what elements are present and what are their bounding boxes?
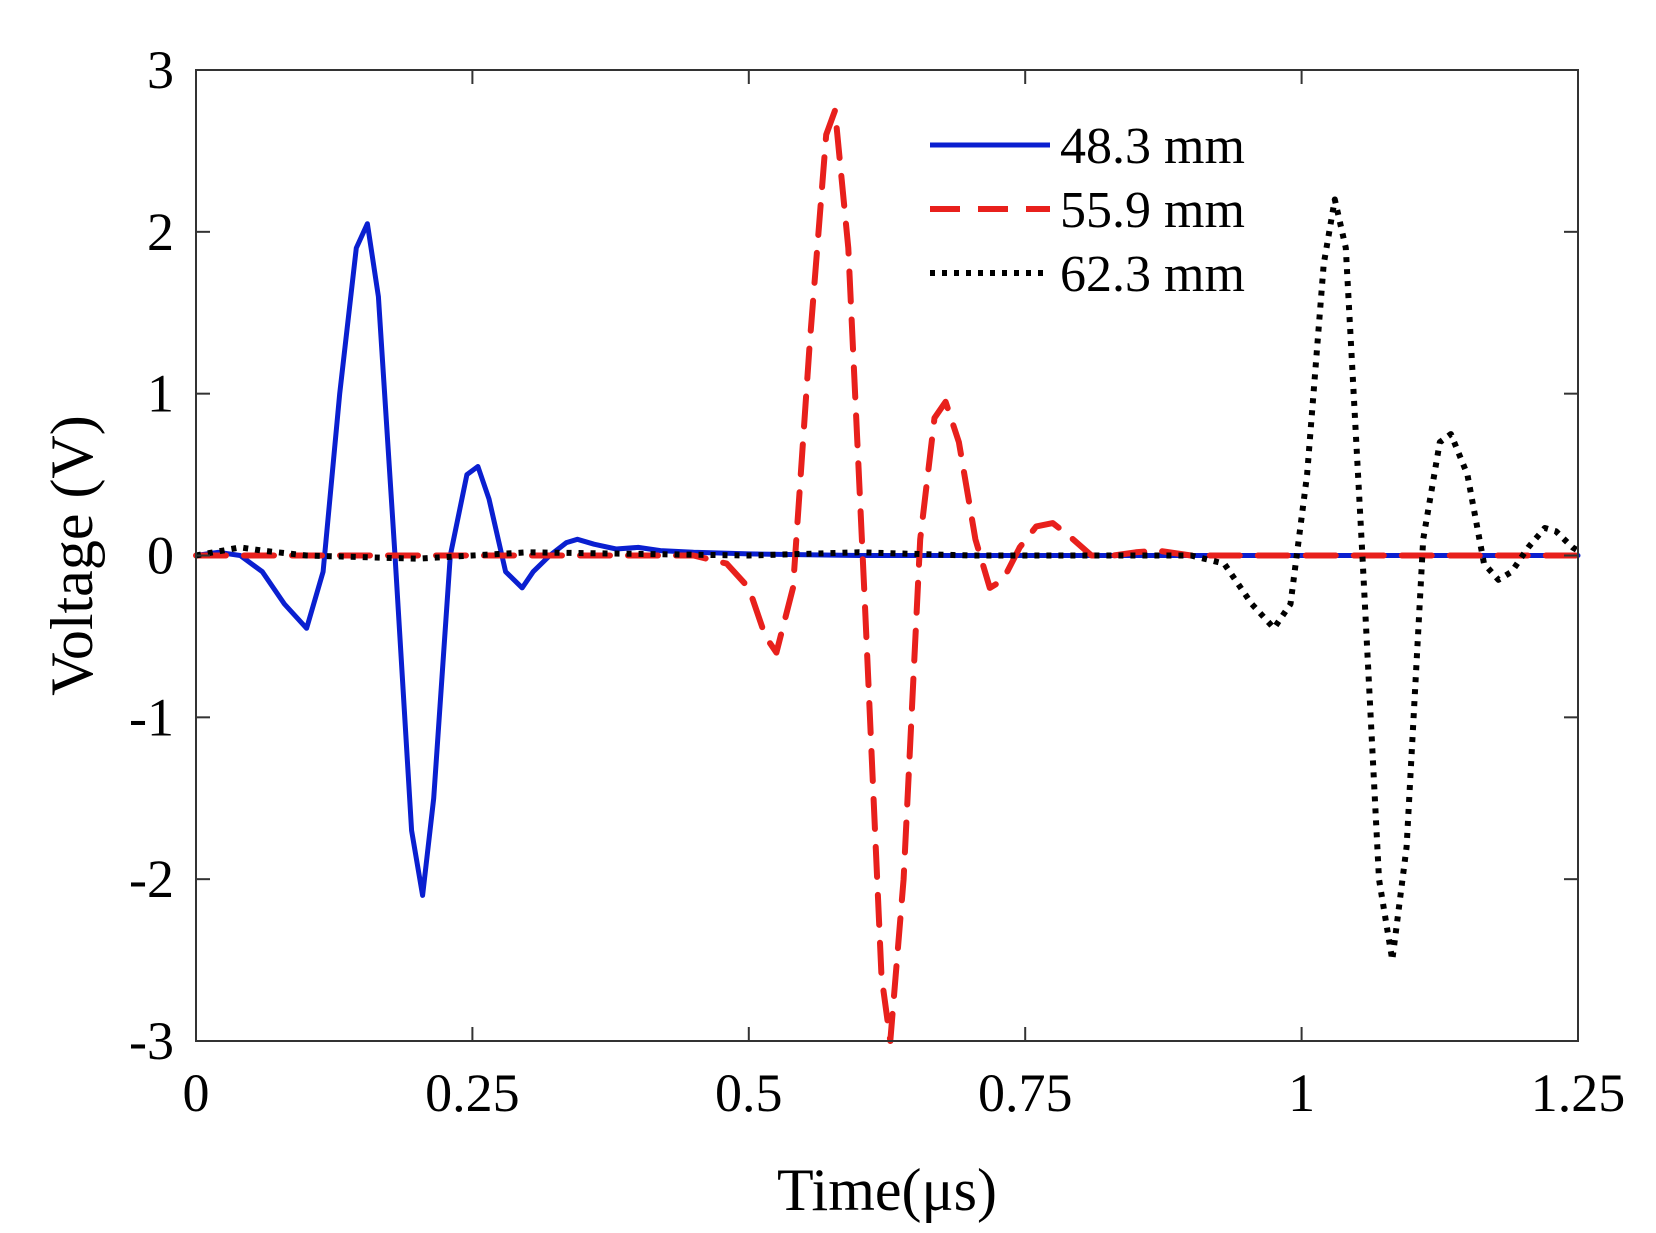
y-tick-label: -3 — [129, 1011, 174, 1071]
y-tick-label: -1 — [129, 687, 174, 747]
legend: 48.3 mm 55.9 mm 62.3 mm — [930, 118, 1245, 303]
y-tick-label: -2 — [129, 849, 174, 909]
x-tick-label: 1 — [1288, 1063, 1315, 1123]
series-line-3 — [195, 196, 1580, 964]
legend-label-1: 48.3 mm — [1060, 118, 1245, 175]
x-tick-label: 0.25 — [425, 1063, 520, 1123]
x-tick-label: 0.75 — [978, 1063, 1073, 1123]
y-tick-label: 2 — [147, 202, 174, 262]
series-line-2 — [193, 107, 1581, 1044]
axis-ticks — [195, 69, 1579, 1042]
axis-tick-labels: 0 0.25 0.5 0.75 1 1.25 -3 -2 -1 0 1 2 3 — [129, 40, 1625, 1123]
legend-label-2: 55.9 mm — [1060, 182, 1245, 239]
plot-content — [193, 107, 1581, 1044]
y-tick-label: 1 — [147, 364, 174, 424]
y-axis-label: Voltage (V) — [39, 415, 105, 696]
y-tick-label: 3 — [147, 40, 174, 100]
y-tick-label: 0 — [147, 526, 174, 586]
x-tick-label: 0.5 — [715, 1063, 783, 1123]
x-tick-label: 1.25 — [1531, 1063, 1626, 1123]
x-tick-label: 0 — [183, 1063, 210, 1123]
legend-label-3: 62.3 mm — [1060, 246, 1245, 303]
x-axis-label: Time(μs) — [777, 1157, 997, 1223]
series-line-1 — [193, 221, 1581, 898]
